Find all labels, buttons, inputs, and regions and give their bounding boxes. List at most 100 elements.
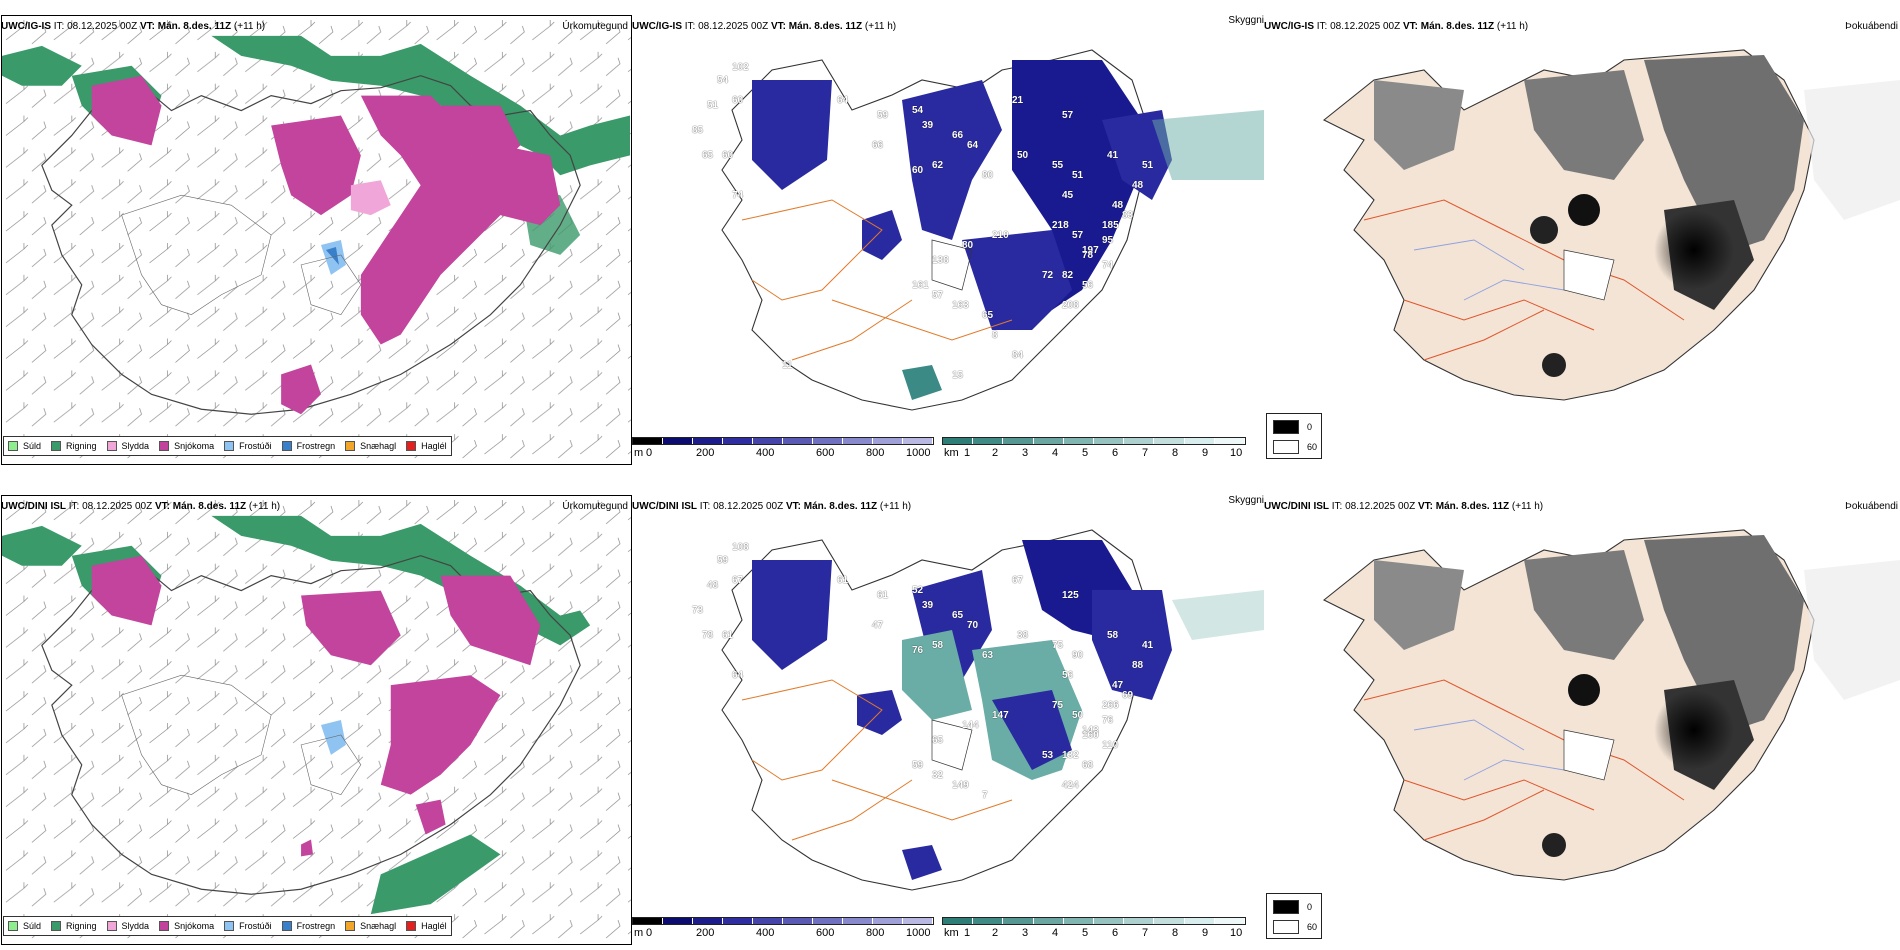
visibility-value-label: 55 bbox=[1052, 160, 1064, 171]
fog-indicator-panel: UWC/DINI ISL IT: 08.12.2025 00Z VT: Mán.… bbox=[1264, 480, 1900, 950]
elev-tick: 800 bbox=[866, 927, 885, 939]
panel-type-label: Þokuábendi bbox=[1845, 21, 1898, 32]
visibility-value-label: 67 bbox=[1012, 575, 1024, 586]
swatch-icon bbox=[406, 921, 417, 931]
visibility-value-label: 59 bbox=[912, 760, 924, 771]
visibility-value-label: 51 bbox=[1142, 160, 1154, 171]
visibility-value-label: 208 bbox=[1062, 300, 1079, 311]
visibility-value-label: 48 bbox=[1132, 180, 1144, 191]
visibility-value-label: 83 bbox=[1122, 210, 1134, 221]
visibility-unit: km bbox=[944, 447, 959, 459]
vis-tick: 8 bbox=[1172, 927, 1179, 939]
visibility-value-label: 57 bbox=[1072, 230, 1084, 241]
visibility-value-label: 58 bbox=[1107, 630, 1119, 641]
visibility-value-label: 41 bbox=[1142, 640, 1154, 651]
swatch-icon bbox=[51, 441, 62, 451]
precip-map[interactable] bbox=[2, 16, 631, 464]
fog-white-label: 60 bbox=[1307, 442, 1318, 452]
swatch-icon bbox=[281, 441, 292, 451]
visibility-strip bbox=[942, 917, 1246, 925]
visibility-value-label: 53 bbox=[1042, 750, 1054, 761]
visibility-value-label: 38 bbox=[1017, 630, 1029, 641]
visibility-value-label: 58 bbox=[932, 640, 944, 651]
visibility-value-label: 75 bbox=[1052, 640, 1064, 651]
legend-item: Frostúði bbox=[224, 921, 272, 931]
visibility-value-label: 45 bbox=[1062, 190, 1074, 201]
elev-tick: 200 bbox=[696, 447, 715, 459]
visibility-value-label: 59 bbox=[717, 555, 729, 566]
fog-white-label: 60 bbox=[1307, 922, 1318, 932]
precip-map-frame bbox=[1, 495, 632, 945]
panel-title: UWC/DINI ISL IT: 08.12.2025 00Z VT: Mán.… bbox=[1264, 501, 1544, 512]
legend-item: Snæhagl bbox=[345, 921, 396, 931]
panel-type-label: Úrkomutegund bbox=[562, 21, 628, 32]
panel-title: UWC/DINI ISL IT: 08.12.2025 00Z VT: Mán.… bbox=[1, 501, 281, 512]
vis-tick: 3 bbox=[1022, 927, 1029, 939]
visibility-value-label: 85 bbox=[692, 125, 704, 136]
vis-tick: 9 bbox=[1202, 447, 1209, 459]
fog-black-label: 0 bbox=[1307, 422, 1313, 432]
elevation-colorbar: m 0 200 400 600 800 1000 bbox=[632, 917, 934, 939]
swatch-icon bbox=[51, 921, 62, 931]
visibility-value-label: 65 bbox=[932, 735, 944, 746]
visibility-value-label: 185 bbox=[1102, 220, 1119, 231]
visibility-value-label: 80 bbox=[982, 170, 994, 181]
visibility-value-label: 61 bbox=[837, 575, 849, 586]
vis-tick: 5 bbox=[1082, 447, 1089, 459]
visibility-value-label: 64 bbox=[732, 670, 744, 681]
elev-tick: 0 bbox=[646, 927, 653, 939]
visibility-value-label: 65 bbox=[952, 610, 964, 621]
swatch-icon bbox=[8, 921, 18, 931]
visibility-value-label: 73 bbox=[692, 605, 704, 616]
visibility-value-label: 57 bbox=[932, 290, 944, 301]
visibility-panel: Skyggni UWC/DINI ISL IT: 08.12.2025 00Z … bbox=[632, 480, 1264, 950]
fog-legend: 0 60 bbox=[1266, 893, 1322, 939]
visibility-value-label: 47 bbox=[1112, 680, 1124, 691]
swatch-icon bbox=[345, 441, 356, 451]
visibility-map[interactable] bbox=[632, 0, 1264, 480]
visibility-value-label: 51 bbox=[707, 100, 719, 111]
fog-map[interactable] bbox=[1264, 480, 1900, 950]
visibility-map[interactable] bbox=[632, 480, 1264, 950]
elevation-unit: m bbox=[634, 927, 644, 939]
legend-item: Frostúði bbox=[224, 441, 272, 451]
panel-type-label: Úrkomutegund bbox=[562, 501, 628, 512]
visibility-strip bbox=[942, 437, 1246, 445]
visibility-value-label: 50 bbox=[1072, 710, 1084, 721]
visibility-value-label: 68 bbox=[1082, 760, 1094, 771]
visibility-value-label: 41 bbox=[1107, 150, 1119, 161]
forecast-row-ig-is: UWC/IG-IS IT: 08.12.2025 00Z VT: Mán. 8.… bbox=[0, 0, 1900, 480]
visibility-panel: Skyggni UWC/IG-IS IT: 08.12.2025 00Z VT:… bbox=[632, 0, 1264, 480]
vis-tick: 6 bbox=[1112, 447, 1119, 459]
precip-type-panel: UWC/IG-IS IT: 08.12.2025 00Z VT: Mán. 8.… bbox=[0, 0, 632, 480]
precip-map[interactable] bbox=[2, 496, 631, 944]
visibility-value-label: 74 bbox=[732, 190, 744, 201]
precip-map-frame bbox=[1, 15, 632, 465]
visibility-value-label: 266 bbox=[1102, 700, 1119, 711]
visibility-value-label: 88 bbox=[1132, 660, 1144, 671]
visibility-value-label: 138 bbox=[932, 255, 949, 266]
visibility-value-label: 144 bbox=[962, 720, 979, 731]
visibility-value-label: 21 bbox=[1012, 95, 1024, 106]
panel-title: UWC/IG-IS IT: 08.12.2025 00Z VT: Mán. 8.… bbox=[1, 21, 266, 32]
vis-tick: 6 bbox=[1112, 927, 1119, 939]
visibility-value-label: 72 bbox=[1042, 270, 1054, 281]
legend-item: Haglél bbox=[406, 441, 447, 451]
visibility-value-label: 39 bbox=[922, 600, 934, 611]
vis-tick: 1 bbox=[964, 927, 971, 939]
legend-item: Rigning bbox=[51, 921, 97, 931]
visibility-value-label: 82 bbox=[1062, 270, 1074, 281]
visibility-value-label: 218 bbox=[1052, 220, 1069, 231]
swatch-icon bbox=[281, 921, 292, 931]
visibility-value-label: 64 bbox=[837, 95, 849, 106]
swatch-icon bbox=[159, 921, 170, 931]
panel-type-label: Skyggni bbox=[1228, 495, 1264, 506]
fog-map[interactable] bbox=[1264, 0, 1900, 480]
swatch-icon bbox=[224, 921, 235, 931]
swatch-icon bbox=[406, 441, 417, 451]
legend-item: Haglél bbox=[406, 921, 447, 931]
visibility-value-label: 78 bbox=[1082, 250, 1094, 261]
legend-item: Snjókoma bbox=[159, 921, 214, 931]
visibility-value-label: 57 bbox=[1062, 110, 1074, 121]
visibility-value-label: 54 bbox=[717, 75, 729, 86]
